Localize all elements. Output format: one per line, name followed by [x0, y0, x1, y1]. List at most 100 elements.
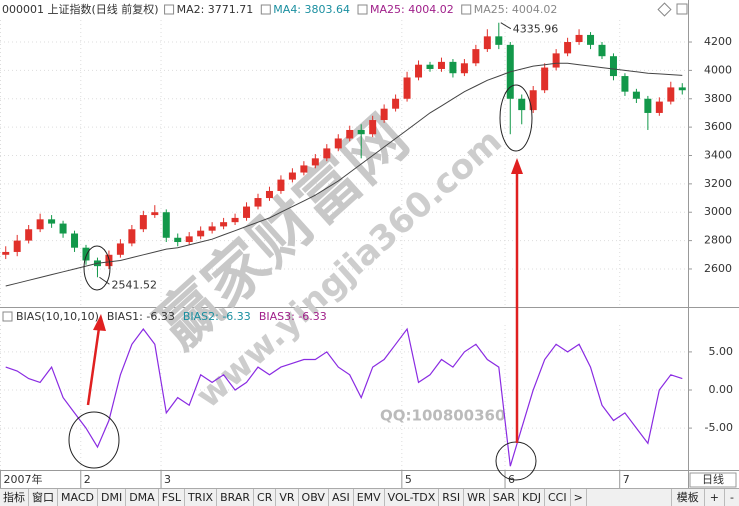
y-tick-label: -5.00: [705, 421, 733, 434]
y-tick-label: 4000: [704, 63, 732, 76]
ma-line: [5, 62, 683, 287]
line: [5, 327, 683, 467]
candle-body: [254, 198, 262, 207]
tab[interactable]: 指标: [0, 489, 29, 506]
tab[interactable]: MACD: [58, 489, 98, 506]
candle-body: [151, 212, 159, 216]
candle-body: [59, 223, 67, 234]
legend-icon: [461, 4, 472, 15]
candle-body: [575, 34, 583, 43]
candle-body: [449, 61, 457, 74]
candle-body: [288, 172, 296, 180]
tab[interactable]: VR: [276, 489, 299, 506]
tab[interactable]: 模板: [670, 489, 704, 506]
candle-body: [311, 158, 319, 166]
tab[interactable]: KDJ: [519, 489, 545, 506]
candle-body: [667, 87, 675, 102]
candle-body: [243, 206, 251, 218]
tab[interactable]: CCI: [545, 489, 571, 506]
candle-body: [415, 64, 423, 78]
legend-item: MA25: 4004.02: [370, 3, 454, 16]
tab[interactable]: 窗口: [29, 489, 58, 506]
candle-body: [162, 212, 170, 238]
tab[interactable]: -: [724, 489, 739, 506]
y-tick-label: 3800: [704, 92, 732, 105]
candle-body: [392, 98, 400, 109]
candle-body: [609, 56, 617, 77]
candle-body: [139, 215, 147, 230]
candle-body: [208, 226, 216, 231]
candle-body: [334, 138, 342, 149]
tab[interactable]: VOL-TDX: [385, 489, 440, 506]
candle-body: [644, 98, 652, 113]
icon[interactable]: [657, 2, 672, 17]
x-tick-label: 2: [84, 473, 91, 486]
y-tick-label: 3000: [704, 205, 732, 218]
tab[interactable]: TRIX: [185, 489, 218, 506]
period[interactable]: 日线: [702, 472, 724, 486]
highlight-circle: [68, 411, 120, 469]
tab[interactable]: RSI: [439, 489, 465, 506]
tab[interactable]: BRAR: [217, 489, 255, 506]
tab[interactable]: DMI: [98, 489, 127, 506]
tab[interactable]: >: [571, 489, 587, 506]
candle-body: [277, 179, 285, 191]
legend-icon: [2, 311, 13, 322]
y-tick-label: 5.00: [709, 345, 734, 358]
arrow: [86, 327, 101, 406]
candle-body: [346, 129, 354, 139]
tab[interactable]: SAR: [490, 489, 520, 506]
period-box[interactable]: [689, 472, 737, 488]
legend-item: BIAS(10,10,10): [16, 310, 99, 323]
candle-body: [564, 42, 572, 54]
candle-body: [369, 120, 377, 135]
x-tick-label: 3: [164, 473, 171, 486]
tab[interactable]: EMV: [354, 489, 385, 506]
annotation: 2541.52: [111, 278, 157, 291]
candle-body: [483, 36, 491, 50]
candle-body: [300, 165, 308, 173]
candle-body: [36, 219, 44, 230]
legend-item: BIAS2: -6.33: [183, 310, 251, 323]
candle-body: [220, 222, 228, 227]
tab-group: 模板 + -: [670, 489, 739, 506]
tab[interactable]: DMA: [126, 489, 159, 506]
legend-item: MA4: 3803.64: [273, 3, 350, 16]
tab[interactable]: ASI: [329, 489, 354, 506]
candle-body: [632, 91, 640, 99]
tab[interactable]: FSL: [159, 489, 185, 506]
x-tick-label: 7: [623, 473, 630, 486]
icon[interactable]: [676, 3, 688, 15]
legend-icon: [260, 4, 271, 15]
candle-body: [621, 76, 629, 92]
x-tick-label: 5: [405, 473, 412, 486]
highlight-circle: [83, 245, 111, 291]
tab[interactable]: +: [703, 489, 724, 506]
legend-item: MA2: 3771.71: [177, 3, 254, 16]
candle-body: [116, 243, 124, 255]
candle-body: [472, 49, 480, 64]
watermark: QQ:100800360: [380, 407, 505, 425]
annotation-pointer: [500, 22, 512, 30]
candle-body: [231, 217, 239, 223]
y-tick-label: 2800: [704, 234, 732, 247]
candle-body: [197, 230, 205, 237]
annotation-pointer: [99, 276, 110, 285]
tab[interactable]: OBV: [299, 489, 329, 506]
candle-body: [587, 34, 595, 45]
chart-title: 000001 上证指数(日线 前复权): [2, 2, 159, 16]
chart: 日线 2600 2800 3000 3200 3400 3600 3800 4000 4200 5…: [0, 0, 739, 488]
annotation: 4335.96: [513, 23, 559, 36]
legend-icon: [357, 4, 368, 15]
candle-body: [48, 219, 56, 224]
y-tick-label: 3400: [704, 148, 732, 161]
candle-body: [13, 240, 21, 252]
y-tick-label: 3200: [704, 177, 732, 190]
tab[interactable]: CR: [254, 489, 277, 506]
candle-body: [437, 61, 445, 69]
arrow-head: [511, 158, 523, 174]
candle-body: [403, 77, 411, 99]
tab[interactable]: WR: [464, 489, 490, 506]
candle-body: [598, 44, 606, 57]
